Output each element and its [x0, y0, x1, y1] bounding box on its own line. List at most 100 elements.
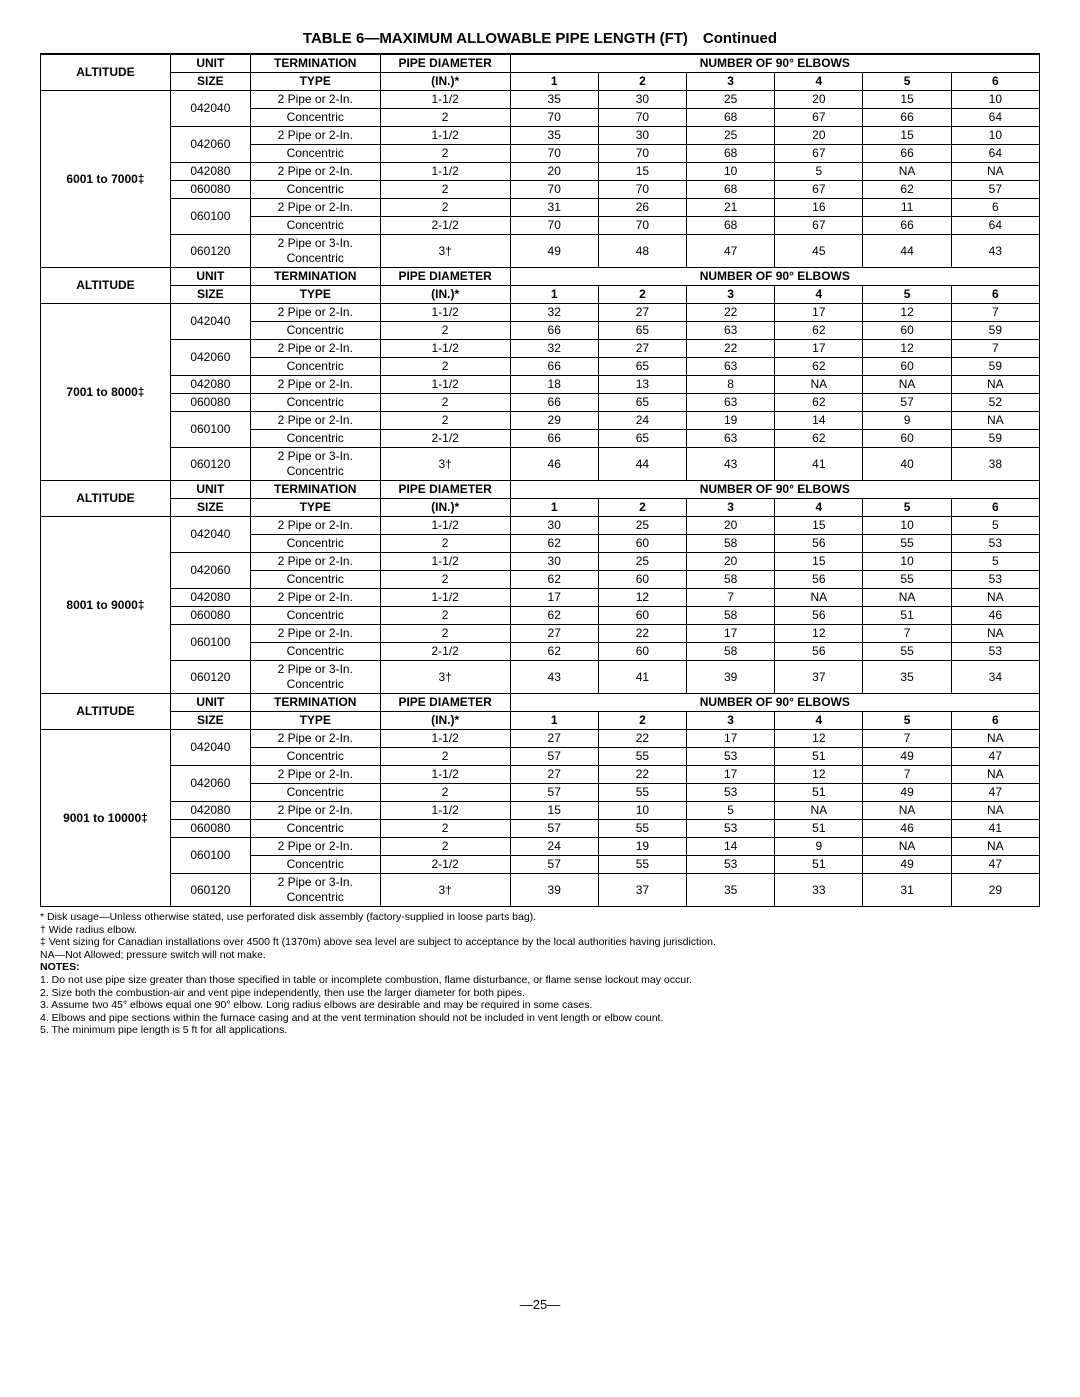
- diameter-cell: 1-1/2: [380, 517, 510, 535]
- unit-size-cell: 060080: [170, 820, 250, 838]
- value-cell: 32: [510, 304, 598, 322]
- termination-cell: 2 Pipe or 2-In.: [250, 553, 380, 571]
- note-5: 5. The minimum pipe length is 5 ft for a…: [40, 1024, 1040, 1037]
- page-number: —25—: [40, 1297, 1040, 1312]
- value-cell: 51: [775, 748, 863, 766]
- hdr-dia-bot: (IN.)*: [380, 286, 510, 304]
- value-cell: 17: [687, 730, 775, 748]
- value-cell: 60: [598, 571, 686, 589]
- termination-cell: Concentric: [250, 820, 380, 838]
- value-cell: 60: [598, 607, 686, 625]
- diameter-cell: 1-1/2: [380, 163, 510, 181]
- value-cell: 58: [687, 571, 775, 589]
- termination-cell: Concentric: [250, 109, 380, 127]
- value-cell: 26: [598, 199, 686, 217]
- value-cell: 29: [951, 874, 1039, 907]
- value-cell: 49: [863, 784, 951, 802]
- value-cell: 55: [863, 643, 951, 661]
- value-cell: 5: [687, 802, 775, 820]
- value-cell: 22: [598, 625, 686, 643]
- unit-size-cell: 060120: [170, 874, 250, 907]
- termination-cell: 2 Pipe or 2-In.: [250, 802, 380, 820]
- value-cell: 12: [863, 340, 951, 358]
- hdr-e3: 3: [687, 712, 775, 730]
- value-cell: 63: [687, 358, 775, 376]
- value-cell: 65: [598, 394, 686, 412]
- diameter-cell: 2: [380, 607, 510, 625]
- hdr-unit-bot: SIZE: [170, 286, 250, 304]
- hdr-elbows: NUMBER OF 90° ELBOWS: [510, 694, 1039, 712]
- value-cell: 52: [951, 394, 1039, 412]
- termination-cell: 2 Pipe or 2-In.: [250, 163, 380, 181]
- value-cell: 59: [951, 358, 1039, 376]
- value-cell: 49: [863, 856, 951, 874]
- value-cell: NA: [951, 376, 1039, 394]
- unit-size-cell: 060100: [170, 838, 250, 874]
- value-cell: 27: [510, 766, 598, 784]
- value-cell: 30: [598, 127, 686, 145]
- hdr-e5: 5: [863, 712, 951, 730]
- value-cell: 25: [598, 553, 686, 571]
- hdr-e4: 4: [775, 286, 863, 304]
- termination-cell: 2 Pipe or 2-In.: [250, 412, 380, 430]
- value-cell: 19: [687, 412, 775, 430]
- value-cell: 49: [863, 748, 951, 766]
- value-cell: NA: [863, 163, 951, 181]
- value-cell: 37: [775, 661, 863, 694]
- value-cell: 56: [775, 571, 863, 589]
- value-cell: 8: [687, 376, 775, 394]
- value-cell: 15: [775, 553, 863, 571]
- hdr-dia-bot: (IN.)*: [380, 499, 510, 517]
- termination-cell: Concentric: [250, 856, 380, 874]
- value-cell: NA: [863, 838, 951, 856]
- value-cell: 31: [863, 874, 951, 907]
- diameter-cell: 1-1/2: [380, 589, 510, 607]
- value-cell: 32: [510, 340, 598, 358]
- diameter-cell: 2: [380, 412, 510, 430]
- value-cell: 5: [775, 163, 863, 181]
- value-cell: 10: [598, 802, 686, 820]
- value-cell: 39: [687, 661, 775, 694]
- termination-cell: Concentric: [250, 217, 380, 235]
- unit-size-cell: 042060: [170, 766, 250, 802]
- value-cell: 55: [863, 571, 951, 589]
- unit-size-cell: 042040: [170, 730, 250, 766]
- value-cell: 15: [510, 802, 598, 820]
- value-cell: 67: [775, 109, 863, 127]
- unit-size-cell: 060100: [170, 199, 250, 235]
- hdr-elbows: NUMBER OF 90° ELBOWS: [510, 481, 1039, 499]
- value-cell: 17: [775, 304, 863, 322]
- value-cell: 17: [687, 625, 775, 643]
- value-cell: 22: [598, 766, 686, 784]
- hdr-e3: 3: [687, 286, 775, 304]
- value-cell: 12: [775, 766, 863, 784]
- hdr-e2: 2: [598, 712, 686, 730]
- value-cell: 30: [598, 91, 686, 109]
- diameter-cell: 2: [380, 109, 510, 127]
- termination-cell: 2 Pipe or 2-In.: [250, 838, 380, 856]
- notes-label: NOTES:: [40, 961, 1040, 974]
- value-cell: 48: [598, 235, 686, 268]
- value-cell: 49: [510, 235, 598, 268]
- diameter-cell: 2: [380, 625, 510, 643]
- hdr-e3: 3: [687, 73, 775, 91]
- termination-cell: Concentric: [250, 607, 380, 625]
- value-cell: NA: [951, 802, 1039, 820]
- value-cell: 9: [863, 412, 951, 430]
- value-cell: 67: [775, 145, 863, 163]
- value-cell: NA: [775, 376, 863, 394]
- value-cell: 12: [775, 625, 863, 643]
- termination-cell: Concentric: [250, 643, 380, 661]
- value-cell: 58: [687, 643, 775, 661]
- unit-size-cell: 042080: [170, 163, 250, 181]
- hdr-e5: 5: [863, 286, 951, 304]
- diameter-cell: 2: [380, 358, 510, 376]
- value-cell: 31: [510, 199, 598, 217]
- value-cell: 14: [775, 412, 863, 430]
- value-cell: 10: [863, 553, 951, 571]
- value-cell: 47: [951, 748, 1039, 766]
- value-cell: 18: [510, 376, 598, 394]
- value-cell: 46: [510, 448, 598, 481]
- value-cell: 53: [687, 784, 775, 802]
- hdr-dia-top: PIPE DIAMETER: [380, 268, 510, 286]
